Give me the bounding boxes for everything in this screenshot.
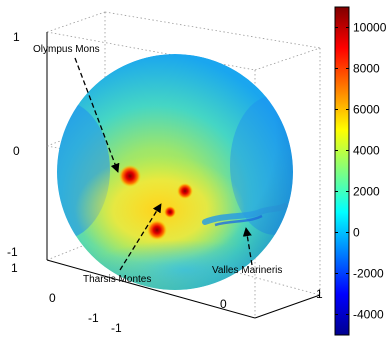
colorbar-tick-label: 0 — [353, 226, 360, 240]
z-tick-labels: 1 0 -1 — [7, 30, 20, 259]
colorbar-tick-label: 8000 — [353, 62, 380, 76]
colorbar-tick-label: 2000 — [353, 185, 380, 199]
ascraeus-mons — [177, 183, 193, 199]
z-tick-label: -1 — [7, 245, 18, 259]
y-tick-labels: 1 0 -1 — [11, 261, 99, 325]
arsia-mons — [147, 220, 167, 240]
pavonis-mons — [164, 206, 176, 218]
x-tick-label: -1 — [111, 321, 122, 335]
x-tick-label: 1 — [316, 287, 323, 301]
olympus-mons-arrow — [74, 57, 120, 173]
x-tick-labels: -1 0 1 — [111, 287, 323, 335]
olympus-mons — [119, 165, 141, 187]
z-tick-label: 0 — [13, 144, 20, 158]
y-tick-label: -1 — [88, 311, 99, 325]
tharsis-montes-label: Tharsis Montes — [83, 274, 151, 285]
y-tick-label: 1 — [11, 261, 18, 275]
colorbar-tick-label: -4000 — [353, 308, 384, 322]
y-tick-label: 0 — [49, 291, 56, 305]
colorbar-tick-label: 4000 — [353, 144, 380, 158]
tharsis-montes-arrow — [119, 203, 162, 271]
colorbar-tick-label: 10000 — [353, 21, 387, 35]
colorbar-tick-label: -2000 — [353, 267, 384, 281]
colorbar-tick-label: 6000 — [353, 103, 380, 117]
z-tick-label: 1 — [13, 30, 20, 44]
x-tick-label: 0 — [220, 297, 227, 311]
valles-marineris-arrow — [242, 227, 253, 266]
olympus-mons-label: Olympus Mons — [33, 44, 100, 55]
annotations: Olympus Mons Tharsis Montes Valles Marin… — [33, 44, 282, 285]
colorbar: 10000 8000 6000 4000 2000 0 -2000 -4000 — [334, 6, 387, 336]
colorbar-gradient — [334, 6, 350, 336]
colorbar-ticks: 10000 8000 6000 4000 2000 0 -2000 -4000 — [335, 21, 387, 322]
valles-marineris-label: Valles Marineris — [212, 265, 282, 276]
